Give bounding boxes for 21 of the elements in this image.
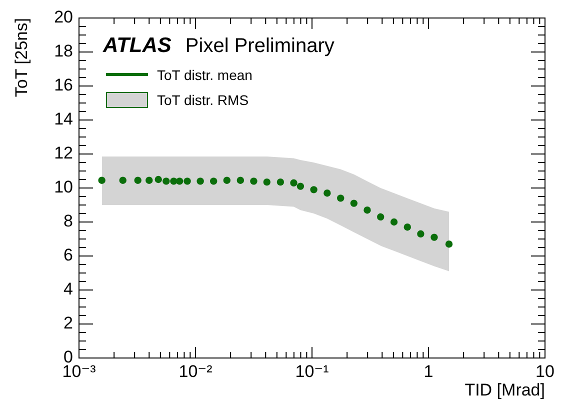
y-axis-title: ToT [25ns]: [12, 18, 31, 98]
y-tick-label: 18: [54, 42, 73, 61]
annotation: Pixel Preliminary: [185, 35, 334, 57]
x-tick-label: 10: [536, 362, 554, 381]
x-tick-label: 10⁻¹: [295, 362, 330, 381]
annotation: ATLAS: [102, 34, 172, 57]
x-tick-label: 1: [424, 362, 434, 381]
y-tick-label: 20: [54, 8, 73, 27]
x-tick-label: 10⁻³: [62, 362, 96, 381]
y-tick-label: 2: [64, 314, 73, 333]
legend-label: ToT distr. mean: [157, 66, 252, 82]
y-tick-label: 4: [64, 280, 73, 299]
x-tick-label: 10⁻²: [178, 362, 213, 381]
y-tick-label: 6: [64, 246, 73, 265]
y-tick-label: 8: [64, 212, 73, 231]
y-tick-label: 14: [54, 110, 73, 129]
x-axis-title: TID [Mrad]: [464, 380, 545, 400]
y-tick-label: 12: [54, 144, 73, 163]
y-tick-label: 16: [54, 76, 73, 95]
y-tick-label: 10: [54, 178, 73, 197]
annotation: ToT distr. RMS: [157, 92, 249, 108]
